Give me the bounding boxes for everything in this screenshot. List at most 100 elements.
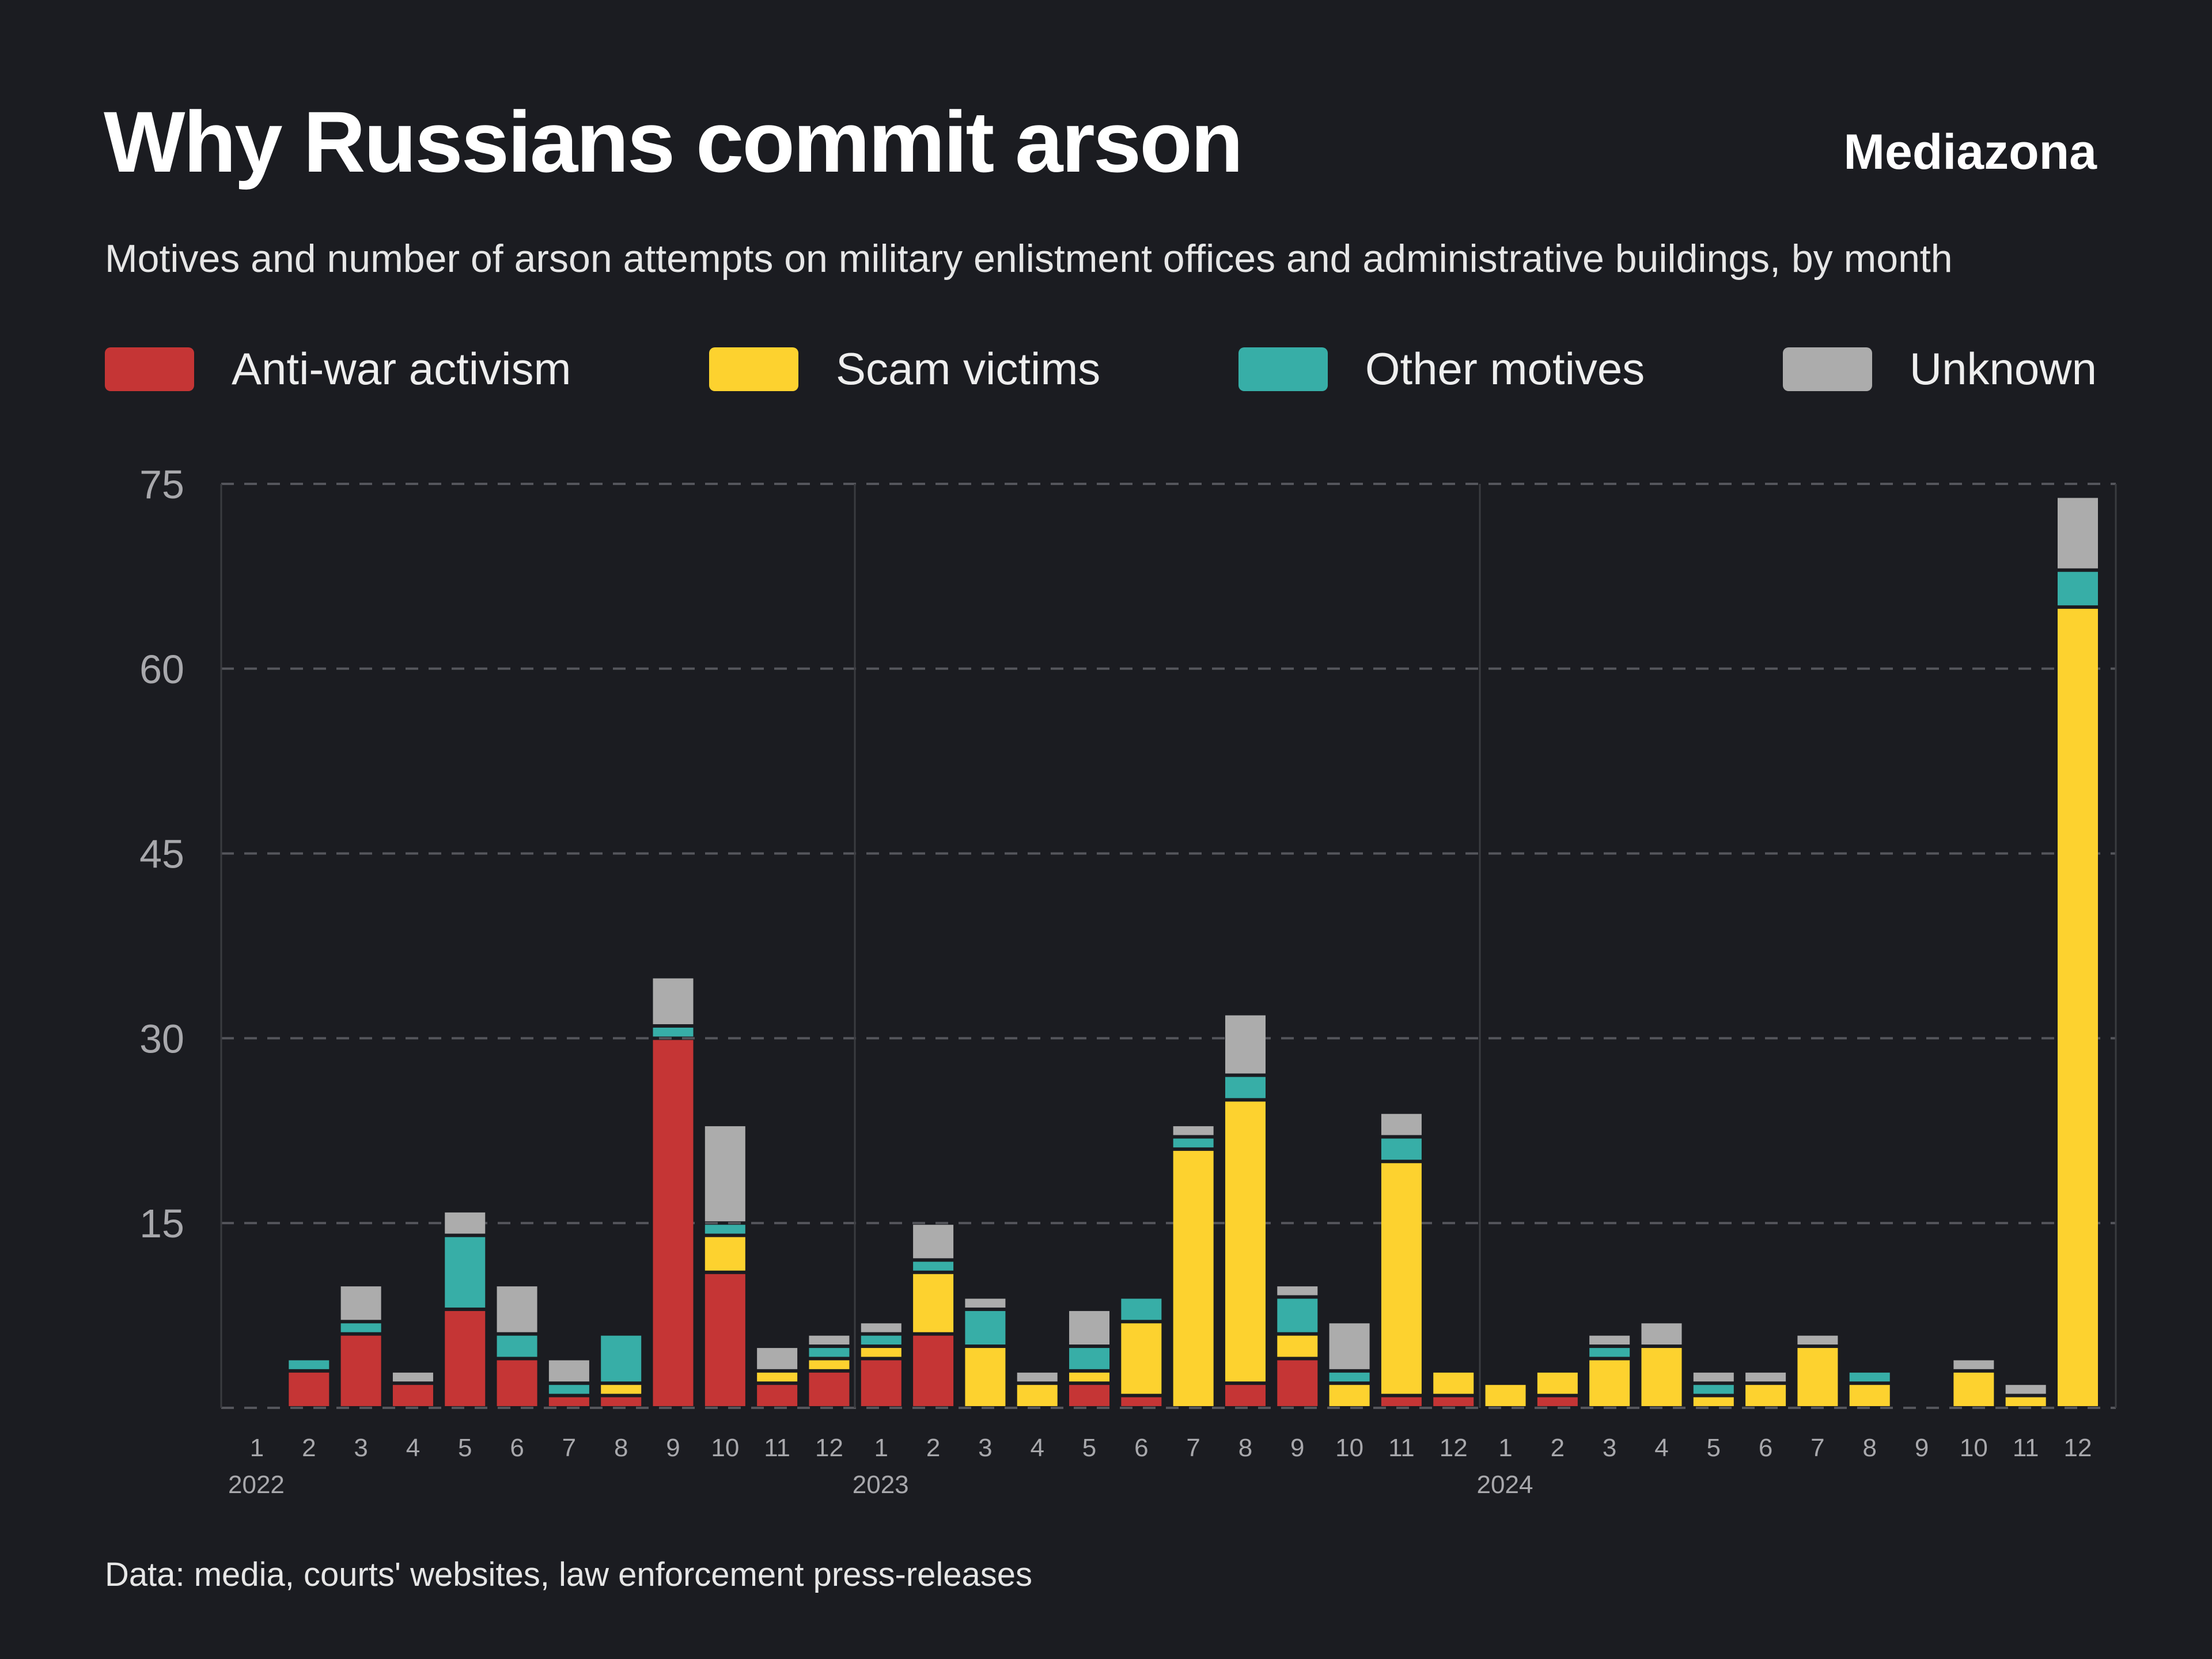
- bar-segment: [1381, 1397, 1422, 1406]
- bar-segment: [1485, 1385, 1526, 1406]
- bar-segment: [809, 1335, 850, 1345]
- legend-item-anti-war: Anti-war activism: [105, 343, 571, 395]
- bar-segment: [1329, 1385, 1370, 1406]
- bar-segment: [1641, 1323, 1682, 1345]
- bar-segment: [548, 1397, 589, 1406]
- x-tick-label: 12: [1440, 1434, 1468, 1462]
- bar-segment: [392, 1385, 433, 1406]
- bar-segment: [1277, 1360, 1318, 1406]
- bar-segment: [1693, 1385, 1734, 1394]
- legend-swatch: [709, 347, 798, 391]
- bar-segment: [289, 1360, 329, 1369]
- x-tick-label: 9: [1290, 1434, 1304, 1462]
- bar-segment: [653, 978, 694, 1025]
- bar-segment: [1745, 1385, 1786, 1406]
- x-tick-label: 7: [1186, 1434, 1200, 1462]
- bar-segment: [1589, 1348, 1630, 1357]
- bar-segment: [445, 1237, 486, 1308]
- bar-segment: [1069, 1310, 1110, 1345]
- bar-segment: [340, 1335, 381, 1406]
- bar-segment: [1069, 1385, 1110, 1406]
- bar-segment: [757, 1385, 798, 1406]
- bar-segment: [1277, 1286, 1318, 1296]
- bar-segment: [1381, 1113, 1422, 1135]
- x-tick-label: 3: [1603, 1434, 1616, 1462]
- bar-segment: [1121, 1323, 1162, 1394]
- bar-segment: [1797, 1335, 1838, 1345]
- bar-segment: [289, 1372, 329, 1406]
- bar-segment: [1069, 1372, 1110, 1382]
- x-tick-label: 1: [250, 1434, 264, 1462]
- y-tick-label: 30: [139, 1016, 184, 1061]
- bar-segment: [965, 1298, 1006, 1308]
- bar-segment: [1121, 1397, 1162, 1406]
- bar-segment: [601, 1335, 642, 1382]
- chart-title: Why Russians commit arson: [104, 93, 1243, 190]
- bar-segment: [1849, 1372, 1890, 1382]
- x-tick-label: 7: [1810, 1434, 1824, 1462]
- bar-segment: [1277, 1335, 1318, 1357]
- bar-segment: [1225, 1077, 1266, 1099]
- x-tick-label: 10: [1335, 1434, 1363, 1462]
- bar-segment: [340, 1286, 381, 1320]
- legend-item-scam: Scam victims: [709, 343, 1100, 395]
- bar-segment: [809, 1372, 850, 1406]
- bar-segment: [653, 1028, 694, 1037]
- y-tick-label: 60: [139, 647, 184, 692]
- bar-segment: [1537, 1397, 1578, 1406]
- x-tick-label: 4: [1654, 1434, 1668, 1462]
- bar-segment: [757, 1372, 798, 1382]
- legend-swatch: [1238, 347, 1328, 391]
- x-tick-label: 6: [1759, 1434, 1772, 1462]
- bar-segment: [497, 1335, 537, 1357]
- x-tick-label: 2: [302, 1434, 316, 1462]
- year-label: 2023: [853, 1471, 909, 1499]
- x-tick-label: 8: [1238, 1434, 1252, 1462]
- x-tick-label: 2: [1551, 1434, 1565, 1462]
- bar-segment: [445, 1310, 486, 1406]
- bar-segment: [809, 1360, 850, 1369]
- legend-item-other: Other motives: [1238, 343, 1645, 395]
- year-label: 2022: [228, 1471, 285, 1499]
- x-tick-label: 5: [1707, 1434, 1721, 1462]
- bar-segment: [1121, 1298, 1162, 1320]
- bar-segment: [1173, 1138, 1214, 1147]
- bar-segment: [1329, 1323, 1370, 1369]
- bar-segment: [1173, 1126, 1214, 1135]
- y-tick-label: 15: [139, 1201, 184, 1246]
- bar-segment: [704, 1225, 745, 1234]
- bar-segment: [1693, 1397, 1734, 1406]
- x-tick-label: 2: [926, 1434, 940, 1462]
- x-tick-label: 6: [1134, 1434, 1148, 1462]
- x-tick-label: 1: [1498, 1434, 1512, 1462]
- x-tick-label: 11: [764, 1434, 790, 1462]
- bar-segment: [704, 1274, 745, 1406]
- bar-segment: [1173, 1150, 1214, 1406]
- bar-segment: [548, 1385, 589, 1394]
- bar-segment: [1537, 1372, 1578, 1394]
- bar-segment: [2005, 1385, 2046, 1394]
- bar-segment: [1589, 1335, 1630, 1345]
- bar-segment: [1693, 1372, 1734, 1382]
- x-tick-label: 9: [1915, 1434, 1929, 1462]
- bar-segment: [965, 1310, 1006, 1345]
- bar-segment: [809, 1348, 850, 1357]
- x-tick-label: 12: [2064, 1434, 2092, 1462]
- x-tick-label: 8: [614, 1434, 628, 1462]
- bar-segment: [548, 1360, 589, 1382]
- bar-segment: [757, 1348, 798, 1369]
- bar-segment: [445, 1212, 486, 1234]
- legend-label: Anti-war activism: [232, 343, 571, 394]
- bar-segment: [1953, 1372, 1994, 1406]
- bar-segment: [2058, 498, 2098, 569]
- bar-segment: [704, 1237, 745, 1271]
- bar-segment: [1381, 1138, 1422, 1160]
- bar-segment: [1017, 1372, 1058, 1382]
- bar-segment: [861, 1323, 902, 1332]
- bar-segment: [913, 1274, 954, 1332]
- legend-swatch: [105, 347, 194, 391]
- bar-segment: [1381, 1163, 1422, 1394]
- x-tick-label: 7: [562, 1434, 576, 1462]
- x-tick-label: 8: [1863, 1434, 1877, 1462]
